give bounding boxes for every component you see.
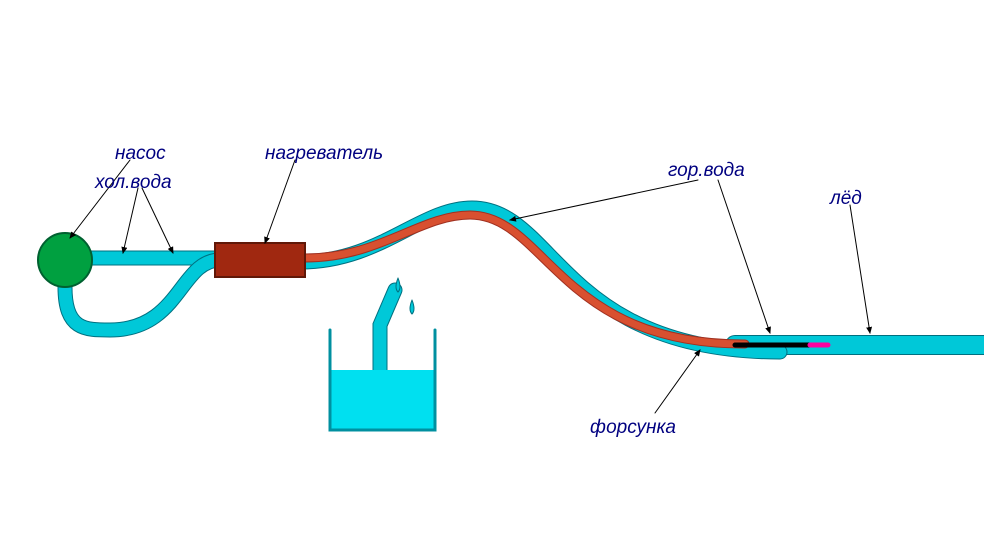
diagram-canvas — [0, 0, 984, 539]
label-ice: лёд — [830, 188, 862, 210]
container-water — [330, 370, 435, 430]
label-heater: нагреватель — [265, 143, 383, 165]
label-hot-water: гор.вода — [668, 160, 745, 182]
label-nozzle: форсунка — [590, 417, 676, 439]
heater-icon — [215, 243, 305, 277]
label-pump: насос — [115, 143, 166, 165]
label-cold-water: хол.вода — [95, 172, 172, 194]
pump-icon — [38, 233, 92, 287]
